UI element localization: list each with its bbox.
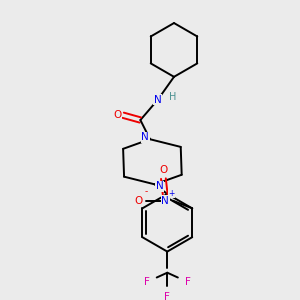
Text: F: F [184,277,190,287]
Text: O: O [159,165,167,175]
Text: O: O [113,110,122,120]
Text: H: H [169,92,177,102]
Text: N: N [141,132,149,142]
Text: -: - [145,188,148,196]
Text: +: + [168,188,174,197]
Text: F: F [164,292,170,300]
Text: O: O [134,196,142,206]
Text: N: N [154,95,162,105]
Text: N: N [156,181,164,191]
Text: F: F [144,277,150,287]
Text: N: N [161,196,169,206]
